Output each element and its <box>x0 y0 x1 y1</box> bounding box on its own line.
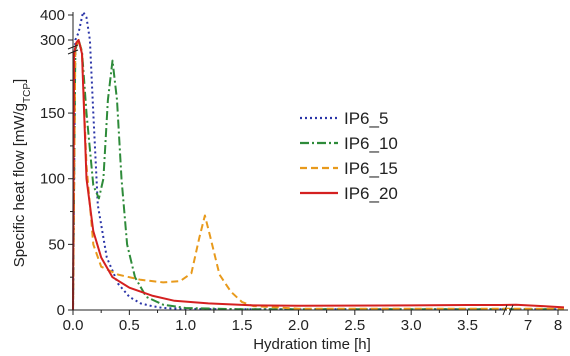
x-tick-label: 0.5 <box>119 317 140 334</box>
series-line-ip6-15 <box>72 39 564 311</box>
x-tick-label: 0.0 <box>63 317 84 334</box>
y-axis-title-main: Specific heat flow [mW/g <box>11 103 28 267</box>
y-axis-break <box>67 44 79 55</box>
x-tick-label: 2.5 <box>344 317 365 334</box>
x-tick-label: 7 <box>524 317 532 334</box>
x-tick-label: 1.5 <box>232 317 253 334</box>
legend-label: IP6_20 <box>344 184 398 203</box>
y-tick-label: 0 <box>57 302 65 319</box>
y-axis-title: Specific heat flow [mW/gTCP] <box>11 79 33 267</box>
series-line-ip6-10 <box>72 39 564 311</box>
y-axis-title-subscript: TCP <box>22 83 33 103</box>
y-tick-label: 150 <box>40 105 65 122</box>
legend-label: IP6_5 <box>344 109 388 128</box>
x-tick-label: 3.5 <box>457 317 478 334</box>
y-tick-label: 50 <box>48 236 65 253</box>
legend-label: IP6_15 <box>344 159 398 178</box>
x-tick-label: 3.0 <box>401 317 422 334</box>
series-line-ip6-5 <box>72 11 564 311</box>
x-tick-label: 1.0 <box>175 317 196 334</box>
y-tick-label: 400 <box>40 7 65 24</box>
x-tick-label: 2.0 <box>288 317 309 334</box>
x-axis-break-gap <box>507 309 509 312</box>
y-tick-label: 300 <box>40 32 65 49</box>
series-line-ip6-20 <box>72 39 565 311</box>
y-axis-title-bracket: ] <box>11 79 28 83</box>
x-axis-title: Hydration time [h] <box>253 336 371 353</box>
y-tick-label: 100 <box>40 171 65 188</box>
axes-layer: 0.0 0.5 1.0 1.5 2.0 2.5 3.0 3.5 7 8 0 50 100 150 300 40… <box>40 7 568 334</box>
x-tick-label: 8 <box>554 317 562 334</box>
legend-label: IP6_10 <box>344 134 398 153</box>
series-layer <box>72 11 565 311</box>
x-axis-break <box>502 304 514 316</box>
legend: IP6_5 IP6_10 IP6_15 IP6_20 <box>300 109 398 203</box>
